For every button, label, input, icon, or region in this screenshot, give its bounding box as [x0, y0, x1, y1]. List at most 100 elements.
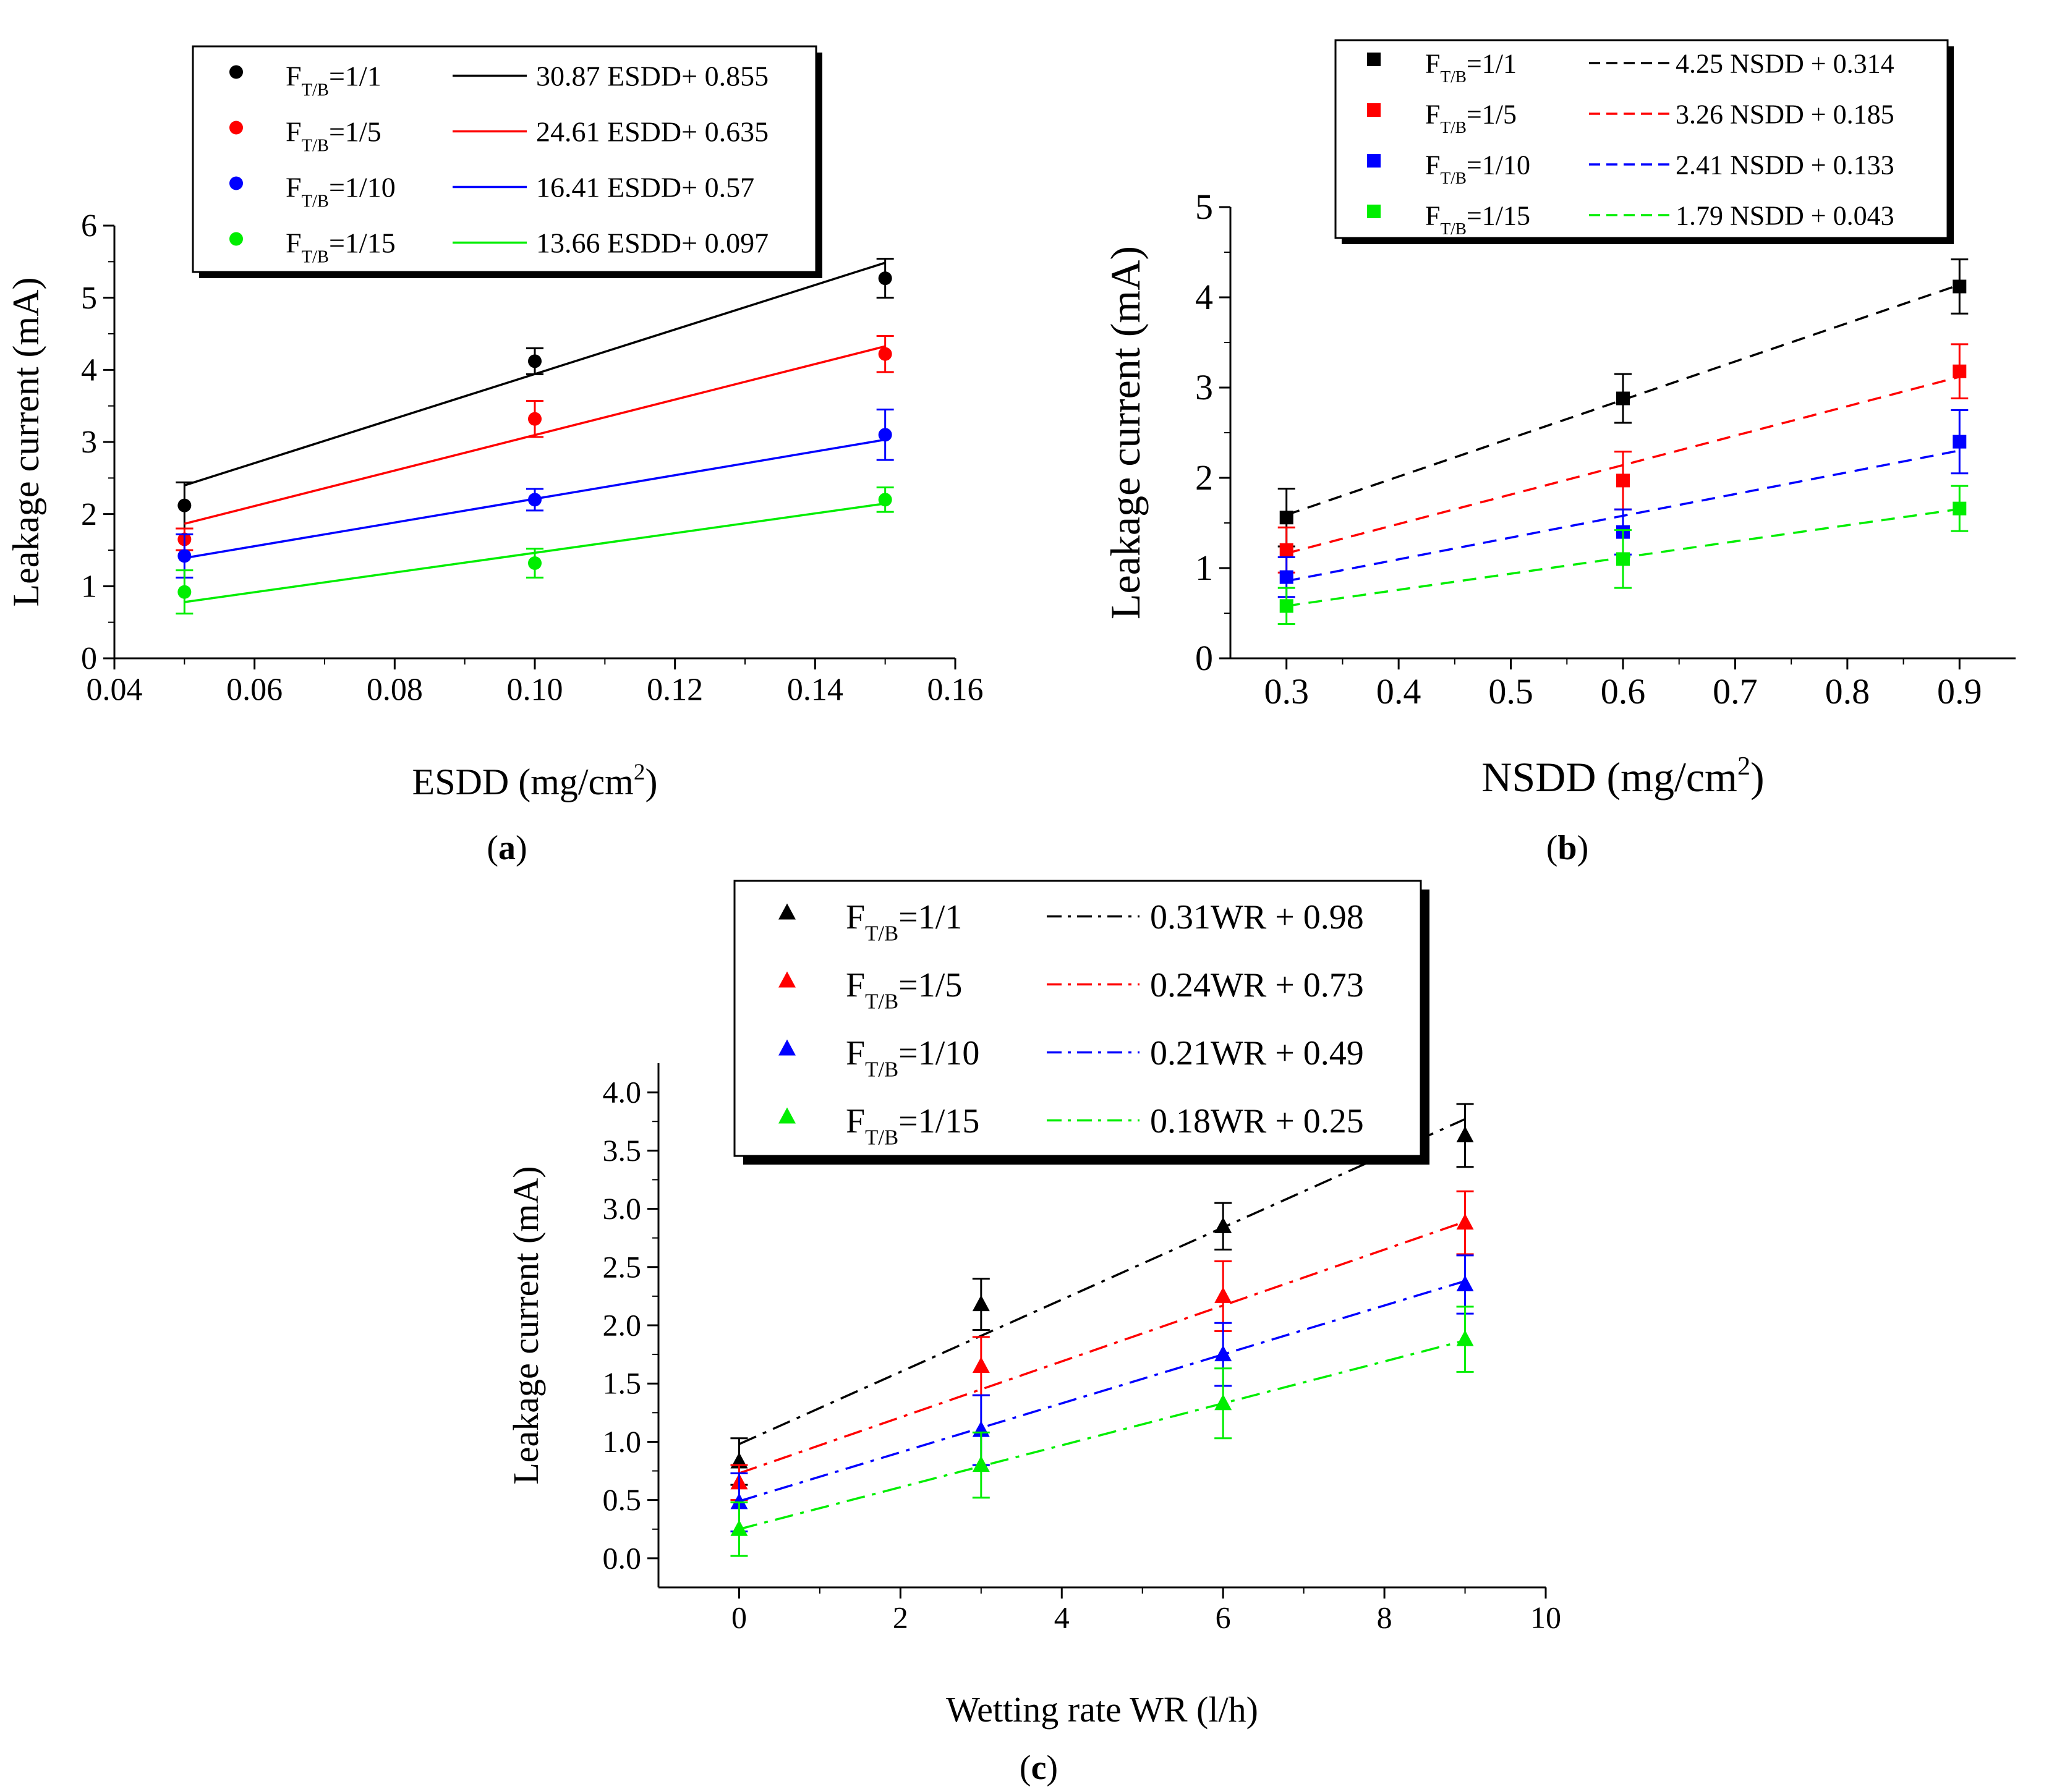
data-point — [1616, 391, 1630, 406]
y-axis-label: Leakage current (mA) — [1102, 246, 1149, 619]
y-tick-label: 4 — [81, 352, 97, 388]
y-tick-label: 2.0 — [603, 1308, 642, 1343]
data-point — [177, 498, 192, 512]
series — [1277, 258, 1969, 548]
series — [176, 409, 894, 579]
data-point — [528, 412, 542, 426]
legend-series-name: FT/B=1/10 — [1425, 150, 1530, 187]
series — [1277, 409, 1969, 598]
y-tick-label: 1 — [1195, 548, 1213, 588]
legend-series-name: FT/B=1/5 — [846, 966, 962, 1014]
legend-series-name: FT/B=1/10 — [846, 1034, 979, 1082]
data-point — [972, 1456, 990, 1472]
axes: 0.3 0.4 0.5 0.6 0.7 0.8 0.9 0 1 2 3 4 5 — [1195, 187, 2016, 711]
legend-series-name: FT/B=1/1 — [286, 61, 381, 100]
x-axis-label: ESDD (mg/cm2) — [412, 760, 658, 802]
x-tick-label: 0.9 — [1937, 671, 1982, 711]
x-tick-label: 0.08 — [367, 672, 423, 707]
x-tick-label: 0.12 — [647, 672, 703, 707]
legend-fit-label: 4.25 NSDD + 0.314 — [1676, 48, 1894, 79]
y-tick-label: 4.0 — [603, 1075, 642, 1110]
y-axis-label: Leakage current (mA) — [506, 1166, 546, 1484]
series — [730, 1254, 1474, 1533]
data-point — [528, 354, 542, 368]
legend-series-name: FT/B=1/5 — [1425, 99, 1517, 136]
fit-line — [738, 1220, 1466, 1474]
panel-label: (a) — [487, 829, 527, 867]
legend-marker — [778, 1039, 796, 1056]
data-point — [1279, 543, 1293, 557]
legend-marker — [229, 232, 243, 246]
x-axis-label: NSDD (mg/cm2) — [1481, 752, 1764, 800]
data-point — [1456, 1213, 1474, 1230]
y-tick-label: 2 — [81, 497, 97, 532]
y-tick-label: 3 — [1195, 367, 1213, 407]
x-tick-label: 0.06 — [226, 672, 283, 707]
y-tick-label: 2 — [1195, 457, 1213, 498]
y-tick-label: 3.0 — [603, 1191, 642, 1226]
x-tick-label: 2 — [893, 1600, 908, 1635]
legend-fit-label: 0.18WR + 0.25 — [1150, 1102, 1364, 1140]
axes: 0.04 0.06 0.08 0.10 0.12 0.14 0.16 0 1 2 3 4 5 6 — [81, 208, 984, 707]
x-tick-label: 10 — [1530, 1600, 1561, 1635]
series — [730, 1190, 1474, 1501]
y-tick-label: 4 — [1195, 277, 1213, 317]
data-point — [1279, 570, 1293, 584]
data-point — [177, 585, 192, 599]
y-tick-label: 5 — [1195, 187, 1213, 227]
legend-marker — [229, 176, 243, 190]
data-point — [1616, 473, 1630, 488]
y-tick-label: 5 — [81, 281, 97, 316]
legend: FT/B=1/1 0.31WR + 0.98 FT/B=1/5 0.24WR + 0.… — [733, 880, 1429, 1165]
data-point — [1456, 1275, 1474, 1292]
panel-a: 0.04 0.06 0.08 0.10 0.12 0.14 0.16 0 1 2 3 4 5 6 ESDD … — [6, 45, 984, 867]
x-tick-label: 0 — [731, 1600, 747, 1635]
fit-line — [738, 1118, 1466, 1445]
legend-marker — [229, 65, 243, 79]
x-tick-label: 0.7 — [1713, 671, 1758, 711]
panel-label: (c) — [1020, 1749, 1058, 1787]
data-point — [1953, 364, 1967, 378]
panel-label: (b) — [1546, 829, 1588, 867]
legend: FT/B=1/1 4.25 NSDD + 0.314 FT/B=1/5 3.26 NS… — [1334, 39, 1954, 244]
data-point — [878, 428, 892, 442]
data-point — [528, 493, 542, 507]
data-point — [972, 1295, 990, 1312]
y-tick-label: 6 — [81, 208, 97, 244]
legend-box — [1334, 39, 1949, 239]
legend-fit-label: 16.41 ESDD+ 0.57 — [536, 172, 754, 203]
y-tick-label: 1.5 — [603, 1366, 642, 1401]
data-point — [1616, 552, 1630, 566]
x-tick-label: 0.10 — [507, 672, 563, 707]
y-tick-label: 1.0 — [603, 1424, 642, 1459]
legend-fit-label: 0.24WR + 0.73 — [1150, 966, 1364, 1004]
legend-marker — [778, 903, 796, 920]
legend-fit-label: 0.21WR + 0.49 — [1150, 1034, 1364, 1072]
x-tick-label: 0.16 — [927, 672, 984, 707]
legend-series-name: FT/B=1/15 — [846, 1102, 979, 1150]
data-point — [1953, 501, 1967, 516]
legend-fit-label: 2.41 NSDD + 0.133 — [1676, 150, 1894, 180]
x-tick-label: 6 — [1216, 1600, 1231, 1635]
data-point — [1214, 1217, 1232, 1233]
legend-series-name: FT/B=1/15 — [286, 227, 396, 267]
x-tick-label: 0.4 — [1376, 671, 1421, 711]
y-tick-label: 3 — [81, 425, 97, 460]
legend-marker — [229, 121, 243, 135]
data-point — [878, 271, 892, 286]
fit-line — [739, 1339, 1465, 1531]
series — [176, 486, 894, 615]
data-point — [1214, 1394, 1232, 1411]
data-point — [730, 1519, 748, 1536]
x-tick-label: 0.14 — [787, 672, 843, 707]
legend-series-name: FT/B=1/10 — [286, 172, 396, 211]
legend-fit-label: 30.87 ESDD+ 0.855 — [536, 61, 769, 92]
y-tick-label: 1 — [81, 569, 97, 604]
data-point — [1456, 1126, 1474, 1142]
x-tick-label: 4 — [1054, 1600, 1070, 1635]
data-point — [878, 347, 892, 361]
legend-series-name: FT/B=1/1 — [846, 898, 962, 946]
legend-marker — [1367, 205, 1381, 218]
y-tick-label: 0 — [81, 641, 97, 676]
